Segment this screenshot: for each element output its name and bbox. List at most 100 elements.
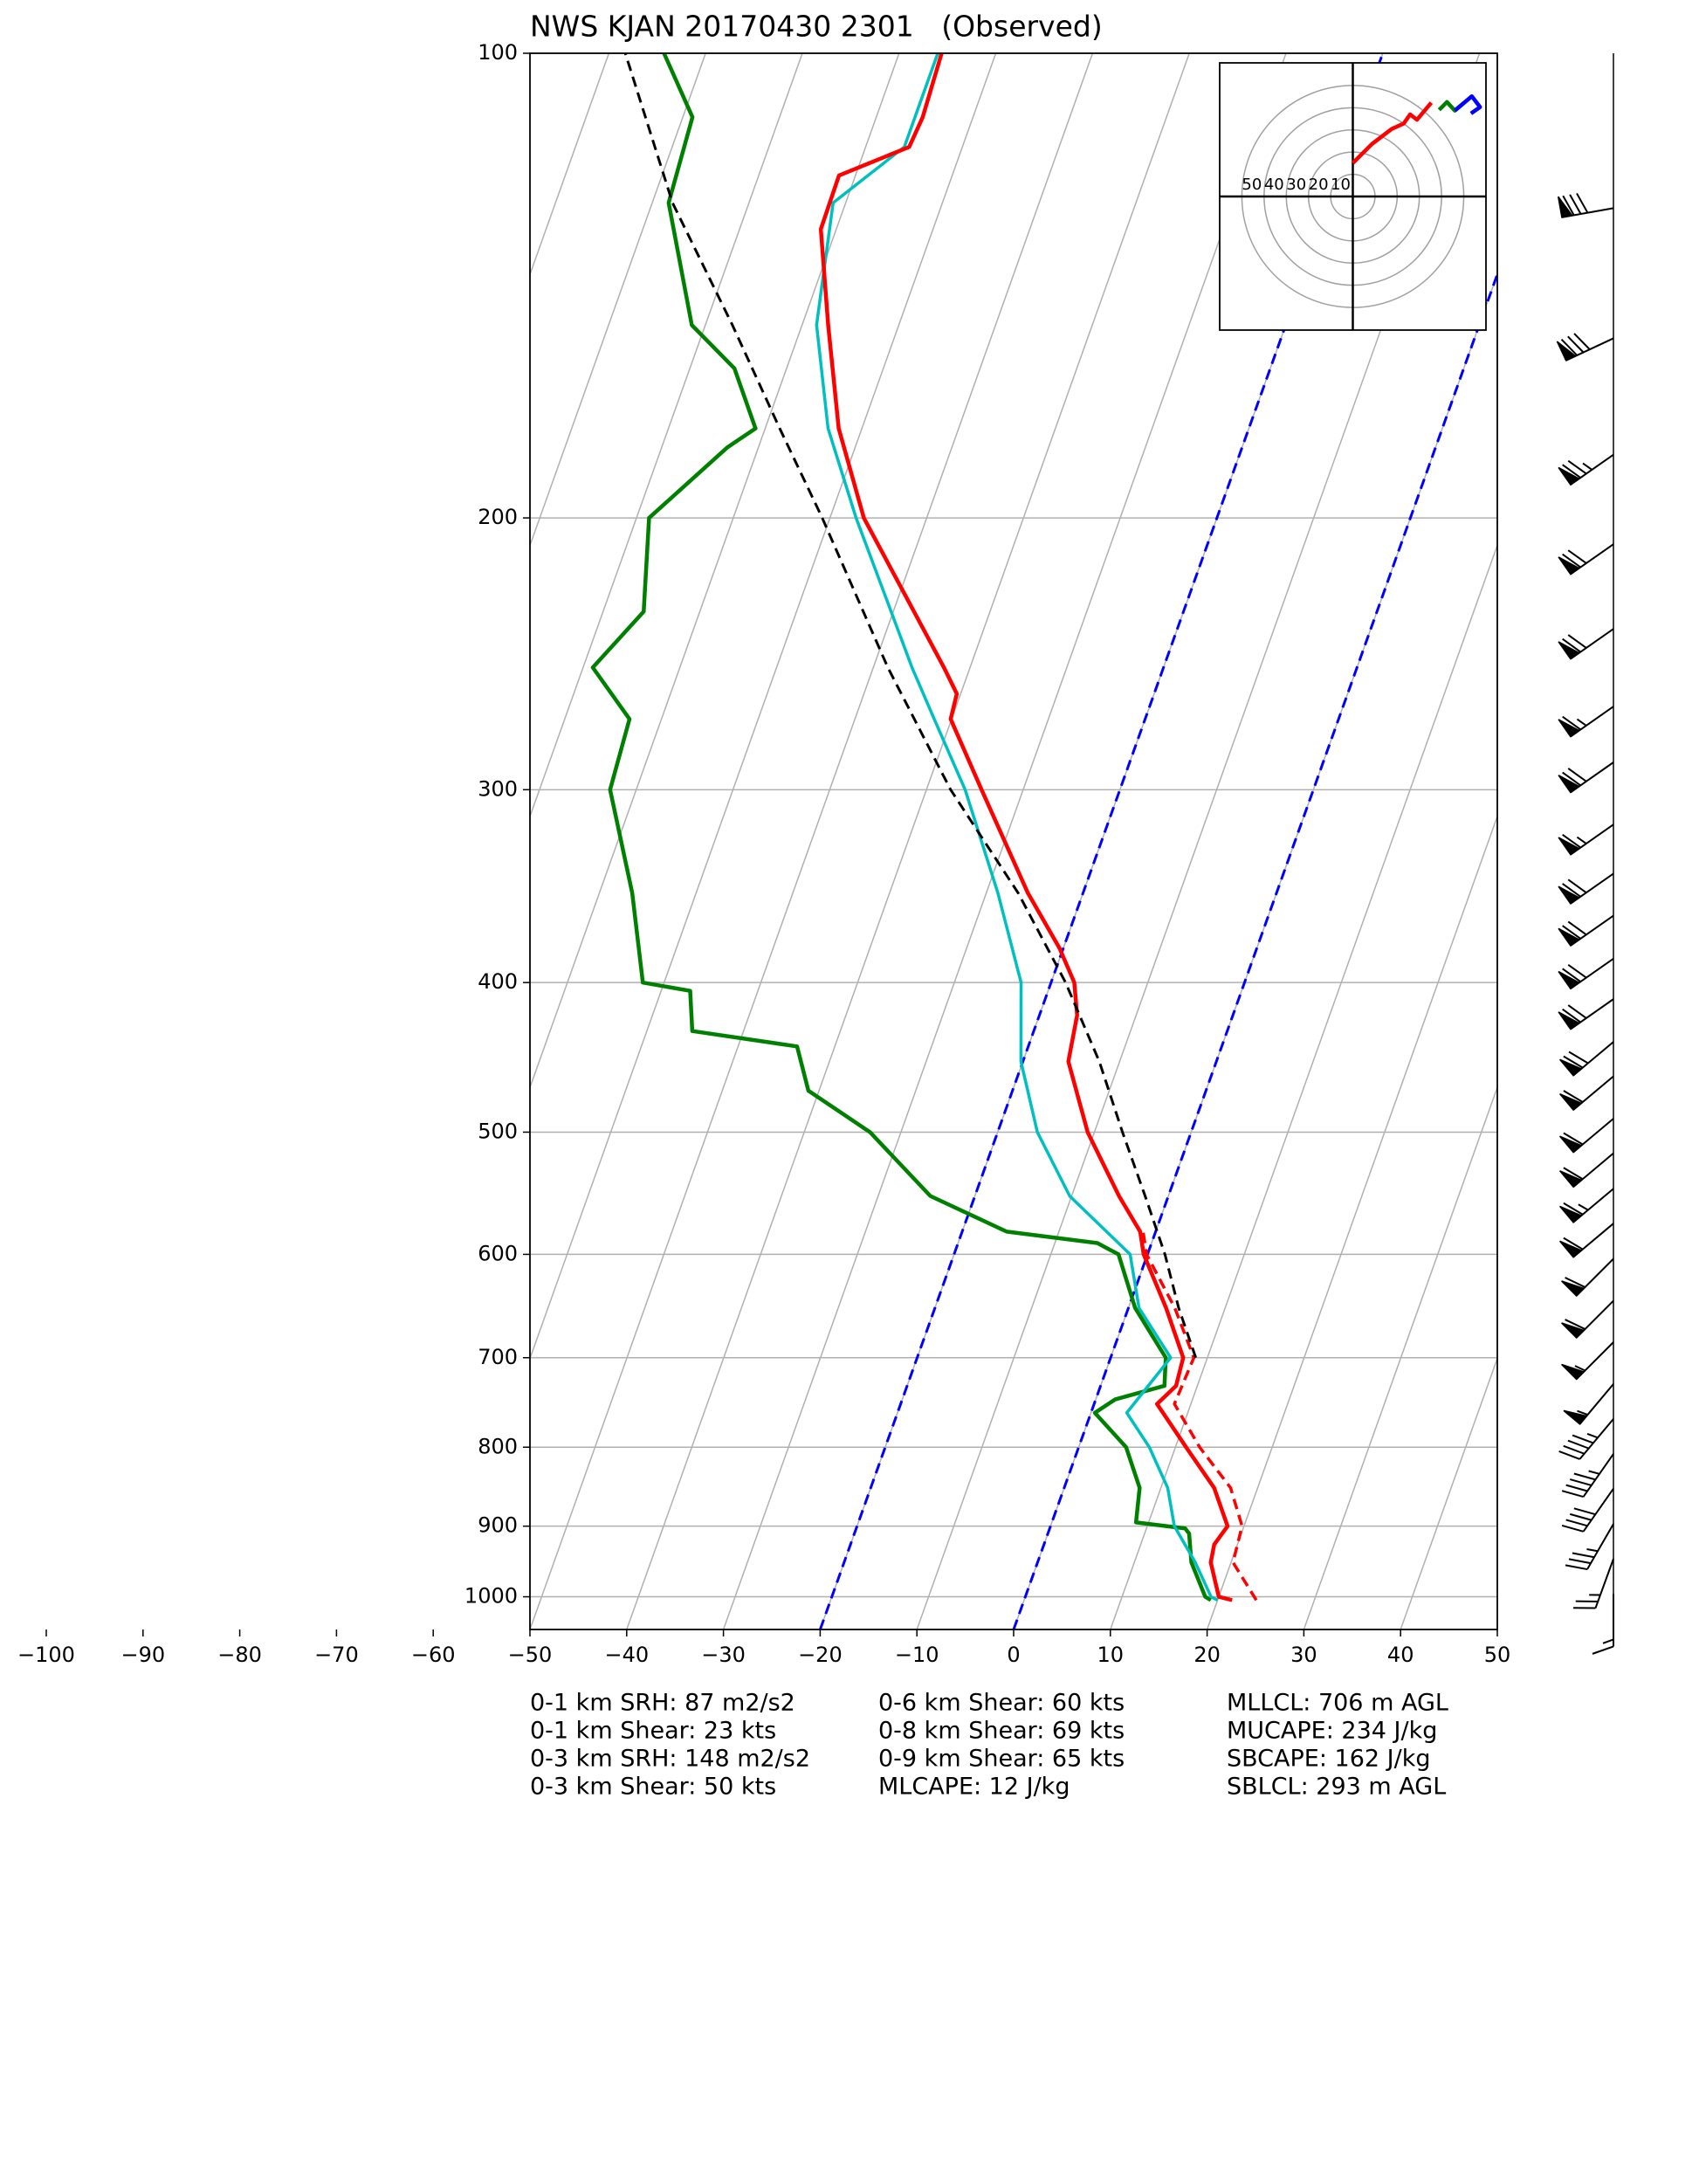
sounding-stat: MLLCL: 706 m AGL (1227, 1690, 1448, 1717)
barb-feather (1562, 553, 1581, 568)
barb-flag (1561, 1280, 1586, 1298)
barb-half-feather (1586, 1548, 1599, 1553)
wind-barb (1559, 1223, 1614, 1258)
barb-feather (1562, 925, 1581, 940)
barb-feather (1572, 1434, 1594, 1444)
barb-staff (1582, 1453, 1614, 1498)
isotherm-grid-line (530, 53, 803, 819)
profile-line (623, 53, 1198, 1359)
sounding-stat: 0-8 km Shear: 69 kts (878, 1718, 1125, 1745)
x-tick-label: 0 (1007, 1643, 1020, 1667)
barb-flag (1559, 1240, 1583, 1258)
sounding-stat: MUCAPE: 234 J/kg (1227, 1718, 1437, 1745)
barb-half-feather (1578, 1203, 1589, 1211)
x-tick-label: −20 (798, 1643, 843, 1667)
chart-title: NWS KJAN 20170430 2301 (Observed) (530, 10, 1103, 44)
barb-feather (1572, 1552, 1595, 1559)
hodograph-ring-label: 30 (1286, 176, 1306, 194)
barb-feather (1567, 1004, 1587, 1019)
wind-barb (1561, 1453, 1614, 1498)
wind-barb (1559, 1188, 1614, 1223)
barb-feather (1573, 1507, 1596, 1516)
barb-feather (1568, 1051, 1589, 1064)
barb-feather (1565, 1519, 1588, 1527)
y-tick-label: 500 (478, 1119, 518, 1143)
barb-feather (1567, 335, 1585, 354)
barb-flag (1556, 341, 1577, 362)
y-tick-label: 900 (478, 1513, 518, 1538)
sounding-stat: SBLCL: 293 m AGL (1227, 1774, 1446, 1801)
profile-line (818, 53, 1233, 1602)
isotherm-grid-line (626, 53, 1190, 1629)
barb-feather (1563, 1167, 1584, 1181)
barb-feather (1568, 1558, 1592, 1565)
barb-half-feather (1576, 718, 1587, 727)
barb-half-feather (1576, 836, 1587, 844)
profile-line (1141, 1231, 1258, 1602)
barb-feather (1562, 968, 1581, 983)
sounding-stat: 0-1 km SRH: 87 m2/s2 (530, 1690, 795, 1717)
isotherm-grid-line (1400, 1356, 1497, 1629)
x-tick-label: −80 (217, 1643, 262, 1667)
wind-barb (1558, 543, 1614, 575)
x-tick-label: −50 (508, 1643, 553, 1667)
barb-flag (1558, 556, 1581, 575)
wind-barb (1558, 192, 1614, 218)
hodograph-trace (1453, 94, 1482, 115)
wind-barb (1558, 914, 1614, 947)
wind-barb (1561, 1488, 1614, 1533)
isotherm-grid-line (1303, 1085, 1497, 1629)
wind-barb (1565, 1523, 1614, 1571)
barb-feather (1563, 1132, 1584, 1146)
barb-feather (1573, 333, 1591, 350)
wind-barb (1558, 453, 1614, 486)
barb-flag (1559, 1135, 1583, 1154)
sounding-stat: SBCAPE: 162 J/kg (1227, 1746, 1430, 1773)
barb-flag (1559, 1092, 1583, 1112)
plot-frame (529, 52, 1498, 1630)
x-tick-label: 20 (1193, 1643, 1221, 1667)
barb-feather (1562, 771, 1581, 787)
barb-feather (1563, 1090, 1584, 1103)
x-tick-label: −30 (701, 1643, 746, 1667)
barb-flag (1558, 466, 1581, 486)
barb-half-feather (1586, 1433, 1599, 1439)
y-tick-label: 400 (478, 969, 518, 994)
x-tick-label: −90 (120, 1643, 165, 1667)
barb-flag (1558, 775, 1581, 794)
barb-flag (1563, 1409, 1588, 1425)
barb-feather (1562, 195, 1575, 216)
wind-barb (1559, 1118, 1614, 1154)
wind-barb (1558, 1418, 1614, 1460)
barb-flag (1559, 1170, 1583, 1188)
profile-line (815, 53, 1219, 1602)
x-tick-label: −70 (314, 1643, 359, 1667)
wind-barb (1573, 1558, 1614, 1609)
x-tick-label: 30 (1290, 1643, 1317, 1667)
isotherm-grid-line (530, 53, 997, 1361)
sounding-stat: 0-3 km Shear: 50 kts (530, 1774, 776, 1801)
hodograph-frame (1219, 62, 1487, 331)
barb-feather (1563, 1237, 1584, 1250)
sounding-stat: 0-1 km Shear: 23 kts (530, 1718, 776, 1745)
y-tick-label: 100 (478, 40, 518, 65)
barb-feather (1567, 459, 1587, 475)
wind-barb (1561, 1341, 1614, 1381)
barb-flag (1558, 1011, 1581, 1030)
isotherm-grid-line (530, 53, 1094, 1629)
wind-barb (1558, 823, 1614, 856)
barb-feather (1567, 963, 1587, 979)
barb-flag (1558, 641, 1581, 660)
barb-feather (1562, 1008, 1581, 1023)
isotherm-grid-line (1110, 543, 1497, 1629)
barb-feather (1562, 637, 1581, 653)
y-tick-label: 700 (478, 1345, 518, 1369)
barb-staff (1582, 1488, 1614, 1533)
barb-half-feather (1577, 1409, 1588, 1416)
barb-feather (1573, 1472, 1596, 1481)
isotherm-grid-line (530, 53, 706, 548)
isotherm-grid-line (530, 53, 900, 1090)
x-tick-label: 50 (1484, 1643, 1511, 1667)
